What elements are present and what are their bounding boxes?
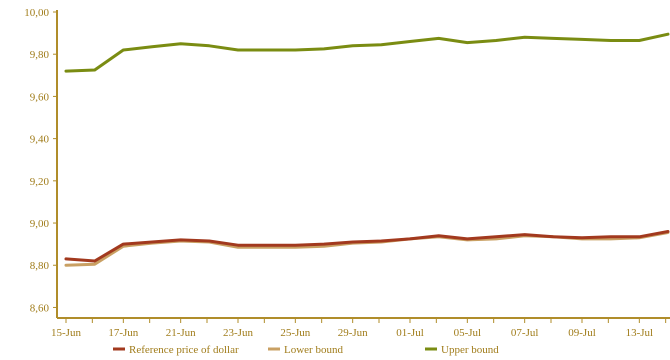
legend: Reference price of dollar Lower bound Uppe… — [113, 344, 499, 356]
x-tick-label: 05-Jul — [454, 327, 482, 339]
y-tick-label: 9,60 — [30, 91, 50, 103]
legend-label-upper: Upper bound — [441, 344, 499, 356]
x-tick-label: 13-Jul — [626, 327, 654, 339]
x-tick-label: 25-Jun — [280, 327, 310, 339]
legend-label-reference: Reference price of dollar — [129, 344, 239, 356]
series-layer — [64, 32, 670, 267]
y-axis: 8,60 8,80 9,00 9,20 9,40 9,60 9,80 10,00 — [24, 7, 58, 318]
x-tick-label: 23-Jun — [223, 327, 253, 339]
x-tick-label: 09-Jul — [568, 327, 596, 339]
y-tick-label: 10,00 — [24, 7, 49, 19]
y-tick-label: 8,80 — [30, 260, 50, 272]
y-tick-label: 9,80 — [30, 49, 50, 61]
y-tick-label: 9,40 — [30, 134, 50, 146]
x-tick-label: 21-Jun — [166, 327, 196, 339]
series-line-reference — [64, 230, 670, 263]
x-axis: 15-Jun 17-Jun 21-Jun 23-Jun 25-Jun 29-Jun 01-J… — [51, 317, 670, 339]
x-tick-label: 07-Jul — [511, 327, 539, 339]
x-tick-label: 01-Jul — [396, 327, 424, 339]
y-tick-label: 9,20 — [30, 176, 50, 188]
legend-label-lower: Lower bound — [284, 344, 343, 356]
y-tick-label: 9,00 — [30, 218, 50, 230]
x-tick-label: 17-Jun — [108, 327, 138, 339]
y-tick-label: 8,60 — [30, 302, 50, 314]
x-tick-label: 15-Jun — [51, 327, 81, 339]
series-line-upper — [64, 32, 670, 73]
x-tick-label: 29-Jun — [338, 327, 368, 339]
